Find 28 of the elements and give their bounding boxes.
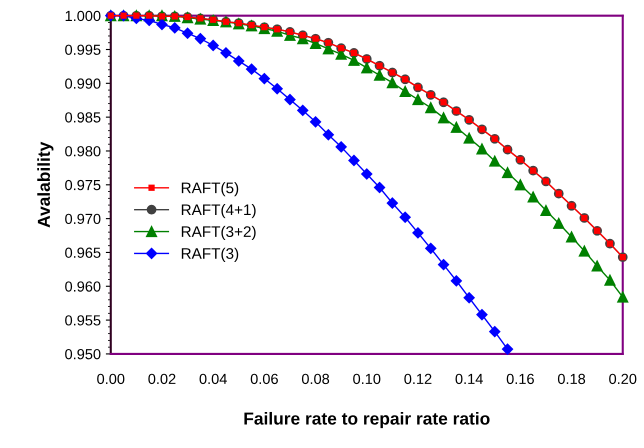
x-tick-label: 0.12: [404, 374, 432, 384]
legend-label: RAFT(5): [182, 182, 238, 196]
y-tick-label: 0.965: [65, 248, 100, 258]
legend-label: RAFT(3): [182, 248, 238, 262]
y-tick-label: 0.955: [65, 315, 100, 326]
x-tick-label: 0.16: [506, 374, 534, 384]
x-tick-label: 0.00: [97, 374, 124, 384]
y-axis-title: Avalability: [37, 142, 54, 228]
y-tick-label: 0.970: [65, 214, 100, 224]
y-tick-label: 1.000: [66, 10, 100, 22]
x-tick-label: 0.04: [200, 374, 227, 384]
x-tick-label: 0.18: [558, 374, 586, 384]
legend-label: RAFT(4+1): [182, 204, 256, 218]
x-tick-label: 0.06: [250, 374, 278, 384]
y-tick-label: 0.975: [65, 180, 100, 190]
x-tick-label: 0.08: [302, 374, 330, 384]
y-tick-label: 0.980: [65, 146, 100, 156]
x-tick-label: 0.02: [148, 374, 176, 384]
y-tick-label: 0.985: [65, 112, 100, 123]
x-tick-label: 0.10: [353, 374, 380, 384]
x-tick-label: 0.20: [609, 374, 636, 384]
y-tick-label: 0.950: [65, 349, 100, 360]
y-tick-label: 0.960: [65, 281, 100, 292]
x-tick-label: 0.14: [456, 374, 483, 384]
legend-label: RAFT(3+2): [182, 226, 256, 240]
y-tick-label: 0.990: [65, 78, 100, 89]
x-axis-title: Failure rate to repair rate ratio: [244, 412, 490, 428]
y-tick-label: 0.995: [65, 44, 100, 55]
